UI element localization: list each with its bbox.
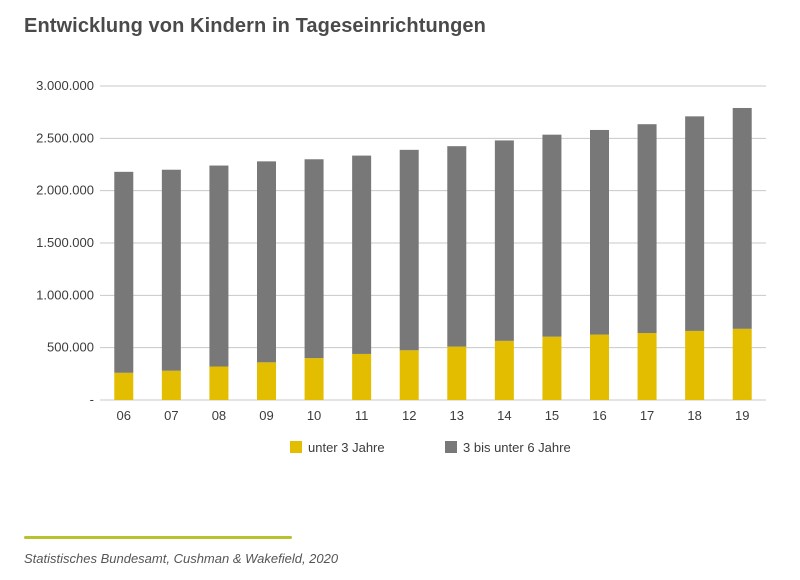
bar-3-bis-6-15: [542, 134, 562, 337]
x-tick-label: 11: [355, 408, 369, 423]
x-tick-label: 08: [212, 408, 226, 423]
x-tick-label: 10: [307, 408, 321, 423]
bar-3-bis-6-10: [304, 159, 324, 359]
bar-unter-3-06: [114, 372, 134, 400]
bars: [114, 107, 752, 400]
x-tick-label: 07: [164, 408, 178, 423]
legend-swatch: [290, 441, 302, 453]
source-note: Statistisches Bundesamt, Cushman & Wakef…: [24, 551, 339, 566]
bar-3-bis-6-16: [590, 129, 609, 335]
x-tick-label: 14: [497, 408, 511, 423]
bar-unter-3-15: [542, 336, 562, 400]
bar-unter-3-09: [257, 362, 276, 400]
bar-unter-3-18: [685, 330, 705, 400]
y-axis-ticks: - 500.000 1.000.000 1.500.000 2.000.000 2.500…: [36, 78, 94, 407]
bar-3-bis-6-13: [447, 146, 467, 347]
bar-3-bis-6-18: [685, 116, 705, 331]
bar-3-bis-6-12: [399, 149, 419, 351]
bar-unter-3-07: [161, 370, 181, 400]
x-tick-label: 16: [592, 408, 606, 423]
y-tick-label: 3.000.000: [36, 78, 94, 93]
x-tick-label: 09: [259, 408, 273, 423]
x-tick-label: 06: [117, 408, 131, 423]
bar-3-bis-6-17: [637, 124, 657, 334]
x-tick-label: 18: [687, 408, 701, 423]
bar-unter-3-10: [304, 358, 324, 400]
bar-3-bis-6-19: [732, 107, 752, 329]
legend-label: 3 bis unter 6 Jahre: [463, 440, 571, 455]
bar-unter-3-16: [590, 334, 609, 400]
chart-title: Entwicklung von Kindern in Tageseinricht…: [24, 15, 486, 37]
bar-3-bis-6-09: [257, 161, 276, 363]
x-tick-label: 13: [450, 408, 464, 423]
x-tick-label: 19: [735, 408, 749, 423]
bar-unter-3-17: [637, 333, 657, 400]
bar-3-bis-6-06: [114, 171, 134, 373]
bar-unter-3-19: [732, 328, 752, 400]
bar-unter-3-14: [494, 340, 514, 400]
legend: unter 3 Jahre 3 bis unter 6 Jahre: [290, 440, 571, 455]
x-axis-ticks: 06 07 08 09 10 11 12 13 14 15 16 17 18 19: [117, 408, 750, 423]
bar-3-bis-6-11: [352, 155, 372, 354]
y-tick-label: 1.500.000: [36, 235, 94, 250]
y-tick-label: 500.000: [47, 340, 94, 355]
y-tick-label: -: [90, 392, 94, 407]
y-tick-label: 2.000.000: [36, 183, 94, 198]
x-tick-label: 15: [545, 408, 559, 423]
x-tick-label: 12: [402, 408, 416, 423]
bar-unter-3-12: [399, 350, 419, 400]
y-tick-label: 2.500.000: [36, 130, 94, 145]
bar-3-bis-6-14: [494, 140, 514, 341]
source-accent-line: [24, 536, 292, 539]
legend-label: unter 3 Jahre: [308, 440, 385, 455]
bar-unter-3-13: [447, 346, 467, 400]
legend-swatch: [445, 441, 457, 453]
x-tick-label: 17: [640, 408, 654, 423]
bar-unter-3-11: [352, 353, 372, 400]
bar-3-bis-6-07: [161, 169, 181, 371]
y-tick-label: 1.000.000: [36, 287, 94, 302]
bar-unter-3-08: [209, 366, 229, 400]
bar-3-bis-6-08: [209, 165, 229, 367]
grid-lines: [100, 85, 766, 401]
